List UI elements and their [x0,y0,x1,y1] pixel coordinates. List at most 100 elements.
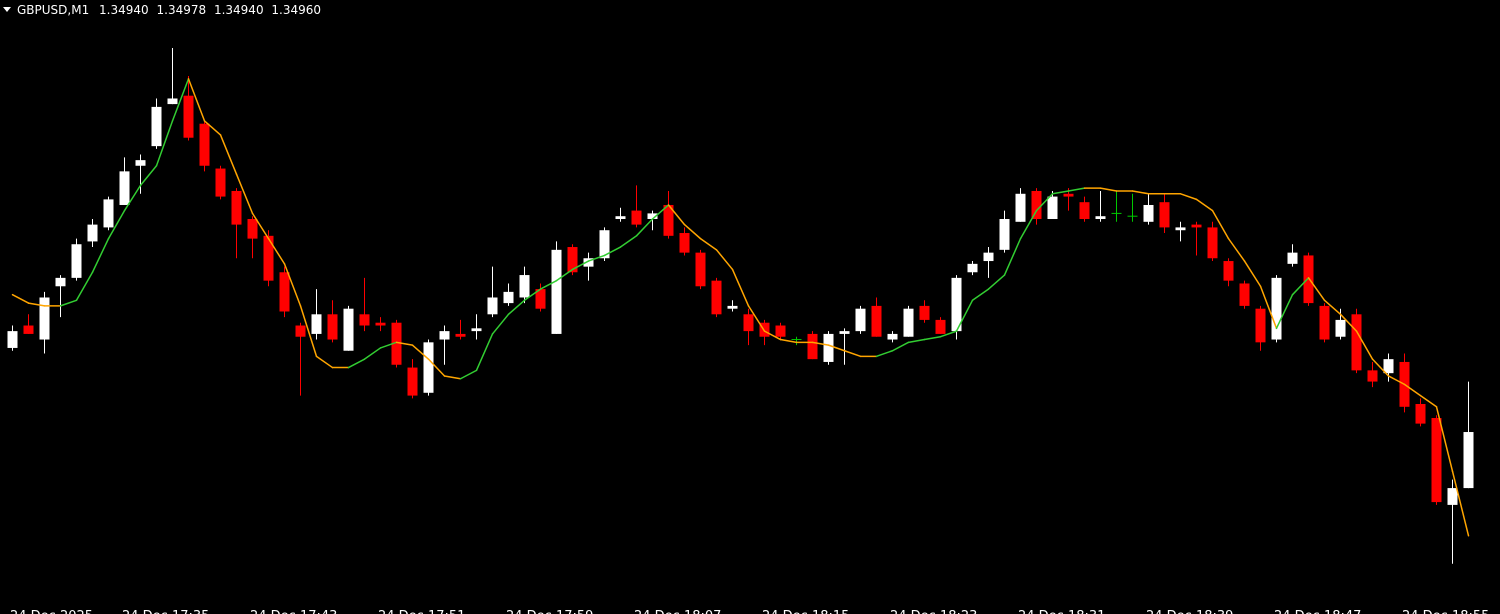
candle-body [663,204,674,236]
candle-body [503,291,514,304]
candle-body [1207,227,1218,259]
moving-average-segment [11,293,30,304]
candle-body [1191,224,1202,228]
candle-body [855,308,866,332]
moving-average-segment [1307,277,1326,302]
moving-average-segment [219,134,238,175]
moving-average-segment [187,78,206,122]
moving-average-segment [107,209,126,240]
moving-average-segment [683,223,702,240]
moving-average-segment [155,120,174,167]
moving-average-segment [1259,285,1278,330]
candle-body [23,325,34,334]
candle-body [983,252,994,262]
candle-body [823,333,834,362]
candle-body [103,199,114,228]
moving-average-segment [1227,237,1246,262]
moving-average-segment [907,338,926,344]
candle-body [1063,193,1074,197]
x-tick-label: 24 Dec 17:51 [378,609,465,614]
ohlc-open: 1.34940 [99,3,149,17]
moving-average-segment [731,268,750,307]
candle-body [199,123,210,166]
candle-body [935,319,946,334]
candle-body [71,244,82,278]
x-tick-label: 24 Dec 2025 [10,609,93,614]
moving-average-segment [1019,209,1038,240]
moving-average-segment [235,173,254,215]
moving-average-segment [1435,406,1454,473]
candle-body [183,95,194,138]
candle-body [1143,204,1154,222]
moving-average-segment [59,299,78,307]
moving-average-segment [1323,299,1342,316]
moving-average-segment [203,120,222,136]
ohlc-high: 1.34978 [157,3,207,17]
moving-average-segment [27,302,46,307]
moving-average-segment [1451,470,1470,537]
moving-average-segment [939,330,958,338]
moving-average-segment [555,268,574,282]
moving-average-segment [1387,375,1406,386]
candle-body [439,331,450,340]
candle-body [679,233,690,253]
candle-body [1431,418,1442,503]
candle-body [743,314,754,332]
moving-average-segment [283,263,302,307]
moving-average-segment [1131,190,1150,195]
moving-average-segment [1371,358,1390,377]
chart-header: GBPUSD,M1 1.34940 1.34978 1.34940 1.3496… [17,3,321,17]
candle-body [727,305,738,309]
moving-average-segment [779,338,798,344]
candle-body [279,272,290,312]
candle-body [1255,308,1266,343]
moving-average-segment [91,237,110,274]
candle-body [151,106,162,147]
candle-body [1239,283,1250,306]
moving-average-segment [1067,187,1086,192]
candle-body [487,297,498,315]
candle-body [839,331,850,334]
moving-average-segment [891,341,910,352]
candle-body [615,216,626,220]
collapse-arrow[interactable] [3,7,11,12]
moving-average-segment [411,344,430,360]
moving-average-segment [987,274,1006,290]
moving-average-segment [923,335,942,341]
moving-average-segment [587,254,606,262]
moving-average-segment [1339,313,1358,332]
candle-body [119,171,130,205]
ohlc-close: 1.34960 [271,3,321,17]
candle-body [39,297,50,340]
candle-body [567,247,578,273]
candle-body [295,325,306,337]
x-tick-label: 24 Dec 18:47 [1274,609,1361,614]
moving-average-segment [171,78,190,122]
moving-average-segment [1195,198,1214,212]
moving-average-segment [651,204,670,220]
moving-average-segment [363,347,382,360]
candle-body [423,342,434,393]
moving-average-segment [491,313,510,335]
candle-body [807,333,818,360]
x-tick-label: 24 Dec 17:43 [250,609,337,614]
candle-body [951,277,962,332]
candle-body [215,168,226,197]
candle-body [1159,202,1170,228]
x-tick-label: 24 Dec 17:59 [506,609,593,614]
candle-body [1319,305,1330,340]
moving-average-segment [715,249,734,271]
moving-average-segment [1099,187,1118,192]
moving-average-segment [1419,394,1438,408]
x-tick-label: 24 Dec 17:35 [122,609,209,614]
candle-body [135,160,146,166]
moving-average-segment [139,165,158,187]
candle-body [1415,403,1426,424]
candle-body [1271,277,1282,340]
candle-body [231,190,242,225]
moving-average-segment [459,369,478,380]
moving-average-segment [971,288,990,302]
candle-body [1031,190,1042,220]
moving-average-segment [443,375,462,380]
moving-average-segment [1051,190,1070,195]
